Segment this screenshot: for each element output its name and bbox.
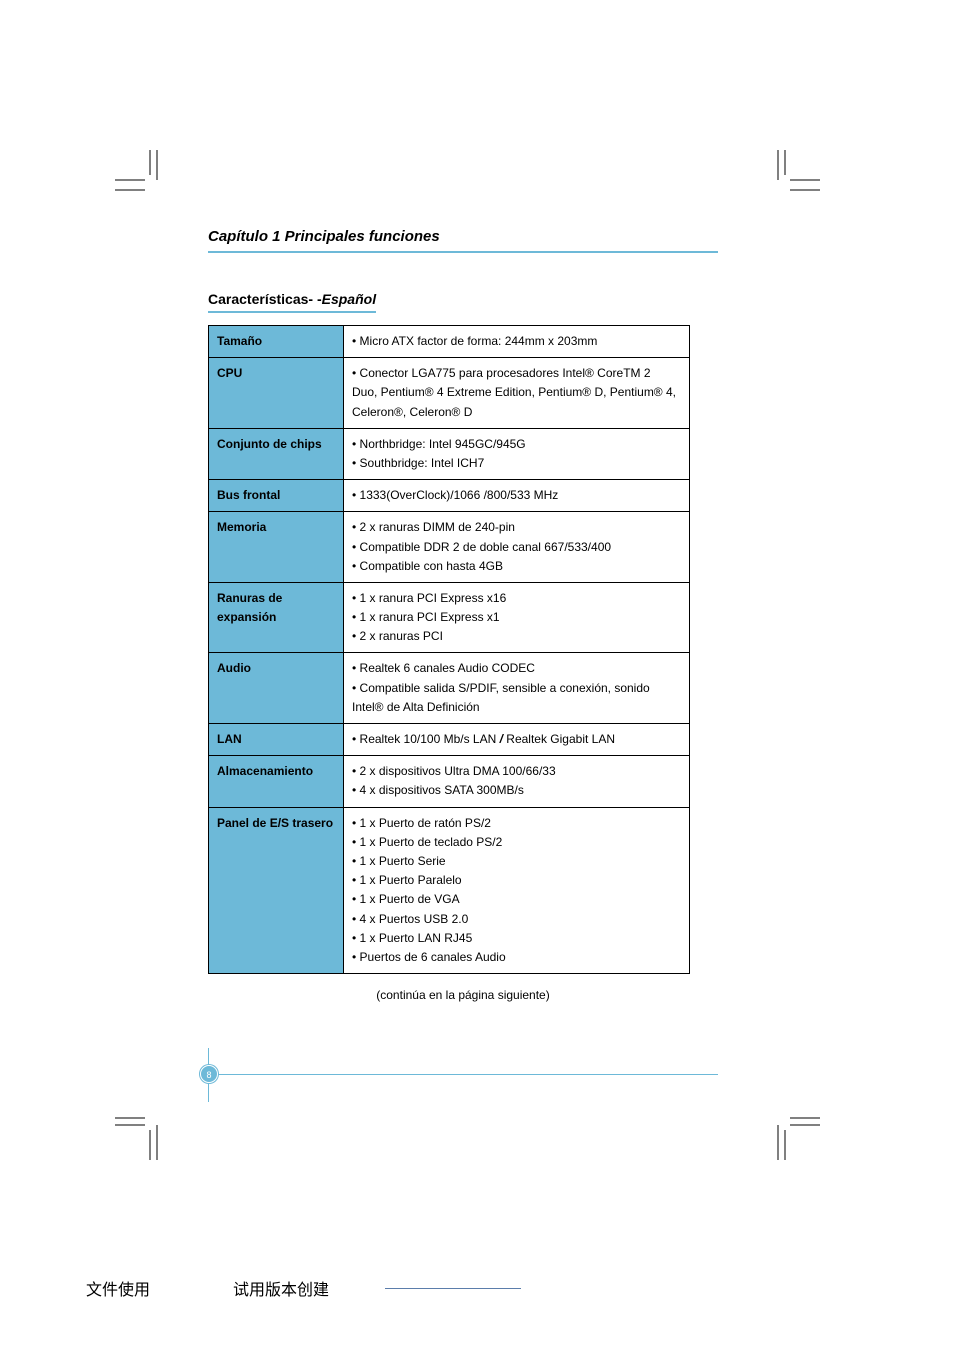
footer-text-1: 文件使用 <box>86 1276 150 1300</box>
spec-line: • 1 x Puerto de VGA <box>352 890 681 909</box>
spec-value: • 1 x ranura PCI Express x16• 1 x ranura… <box>344 582 690 653</box>
spec-line: • Realtek 10/100 Mb/s LAN / Realtek Giga… <box>352 730 681 749</box>
page-number: 8 <box>200 1065 218 1083</box>
table-row: Panel de E/S trasero• 1 x Puerto de rató… <box>209 807 690 974</box>
spec-line: • Micro ATX factor de forma: 244mm x 203… <box>352 332 681 351</box>
spec-line: • 2 x ranuras DIMM de 240-pin <box>352 518 681 537</box>
spec-value: • Realtek 6 canales Audio CODEC• Compati… <box>344 653 690 724</box>
spec-line: • 2 x dispositivos Ultra DMA 100/66/33 <box>352 762 681 781</box>
spec-value: • Micro ATX factor de forma: 244mm x 203… <box>344 326 690 358</box>
spec-line: • Southbridge: Intel ICH7 <box>352 454 681 473</box>
spec-line: • Northbridge: Intel 945GC/945G <box>352 435 681 454</box>
table-row: Ranuras de expansión• 1 x ranura PCI Exp… <box>209 582 690 653</box>
spec-line: Intel® de Alta Definición <box>352 698 681 717</box>
spec-line: • Puertos de 6 canales Audio <box>352 948 681 967</box>
crop-mark-bottom-left <box>115 1110 165 1160</box>
spec-label: CPU <box>209 358 344 429</box>
section-title-lang: Español <box>322 291 376 307</box>
spec-line: • Realtek 6 canales Audio CODEC <box>352 659 681 678</box>
spec-label: Almacenamiento <box>209 756 344 807</box>
spec-value: • 1 x Puerto de ratón PS/2• 1 x Puerto d… <box>344 807 690 974</box>
spec-value: • Realtek 10/100 Mb/s LAN / Realtek Giga… <box>344 724 690 756</box>
spec-line: • 1333(OverClock)/1066 /800/533 MHz <box>352 486 681 505</box>
continue-note: (continúa en la página siguiente) <box>208 988 718 1002</box>
spec-value: • 2 x dispositivos Ultra DMA 100/66/33• … <box>344 756 690 807</box>
crop-mark-bottom-right <box>770 1110 820 1160</box>
table-row: CPU • Conector LGA775 para procesadores I… <box>209 358 690 429</box>
footer-link-underline <box>385 1288 521 1289</box>
table-row: Memoria• 2 x ranuras DIMM de 240-pin• Co… <box>209 512 690 583</box>
section-title-sep: - - <box>308 291 321 307</box>
crop-mark-top-right <box>770 150 820 200</box>
spec-line: • 4 x Puertos USB 2.0 <box>352 910 681 929</box>
spec-line: • Compatible con hasta 4GB <box>352 557 681 576</box>
spec-line: • 1 x Puerto LAN RJ45 <box>352 929 681 948</box>
crop-mark-top-left <box>115 150 165 200</box>
spec-line: • 1 x ranura PCI Express x1 <box>352 608 681 627</box>
table-row: Bus frontal • 1333(OverClock)/1066 /800/5… <box>209 480 690 512</box>
spec-line: • Compatible salida S/PDIF, sensible a c… <box>352 679 681 698</box>
spec-line: • 1 x Puerto Paralelo <box>352 871 681 890</box>
chapter-title: Capítulo 1 Principales funciones <box>208 228 718 253</box>
spec-label: Panel de E/S trasero <box>209 807 344 974</box>
footer-text-2: 试用版本创建 <box>233 1276 329 1300</box>
table-row: Audio• Realtek 6 canales Audio CODEC• Co… <box>209 653 690 724</box>
section-title-main: Características <box>208 291 308 307</box>
spec-line: • Conector LGA775 para procesadores Inte… <box>352 364 681 383</box>
table-row: Conjunto de chips• Northbridge: Intel 94… <box>209 428 690 479</box>
spec-value: • 2 x ranuras DIMM de 240-pin• Compatibl… <box>344 512 690 583</box>
spec-label: Audio <box>209 653 344 724</box>
spec-line: • 4 x dispositivos SATA 300MB/s <box>352 781 681 800</box>
spec-line: • Compatible DDR 2 de doble canal 667/53… <box>352 538 681 557</box>
table-row: LAN • Realtek 10/100 Mb/s LAN / Realtek G… <box>209 724 690 756</box>
spec-line: Celeron®, Celeron® D <box>352 403 681 422</box>
footer-line <box>214 1074 718 1075</box>
page-content: Capítulo 1 Principales funciones Caracte… <box>208 228 718 1002</box>
spec-line: Duo, Pentium® 4 Extreme Edition, Pentium… <box>352 383 681 402</box>
spec-label: LAN <box>209 724 344 756</box>
spec-value: • Northbridge: Intel 945GC/945G• Southbr… <box>344 428 690 479</box>
table-row: Almacenamiento• 2 x dispositivos Ultra D… <box>209 756 690 807</box>
spec-label: Memoria <box>209 512 344 583</box>
spec-line: • 1 x Puerto de teclado PS/2 <box>352 833 681 852</box>
spec-label: Tamaño <box>209 326 344 358</box>
spec-value: • Conector LGA775 para procesadores Inte… <box>344 358 690 429</box>
spec-label: Ranuras de expansión <box>209 582 344 653</box>
spec-label: Conjunto de chips <box>209 428 344 479</box>
section-title: Características- -Español <box>208 291 376 313</box>
spec-line: • 2 x ranuras PCI <box>352 627 681 646</box>
spec-value: • 1333(OverClock)/1066 /800/533 MHz <box>344 480 690 512</box>
spec-line: • 1 x ranura PCI Express x16 <box>352 589 681 608</box>
spec-line: • 1 x Puerto de ratón PS/2 <box>352 814 681 833</box>
spec-line: • 1 x Puerto Serie <box>352 852 681 871</box>
spec-table: Tamaño • Micro ATX factor de forma: 244mm… <box>208 325 690 974</box>
spec-label: Bus frontal <box>209 480 344 512</box>
table-row: Tamaño • Micro ATX factor de forma: 244mm… <box>209 326 690 358</box>
